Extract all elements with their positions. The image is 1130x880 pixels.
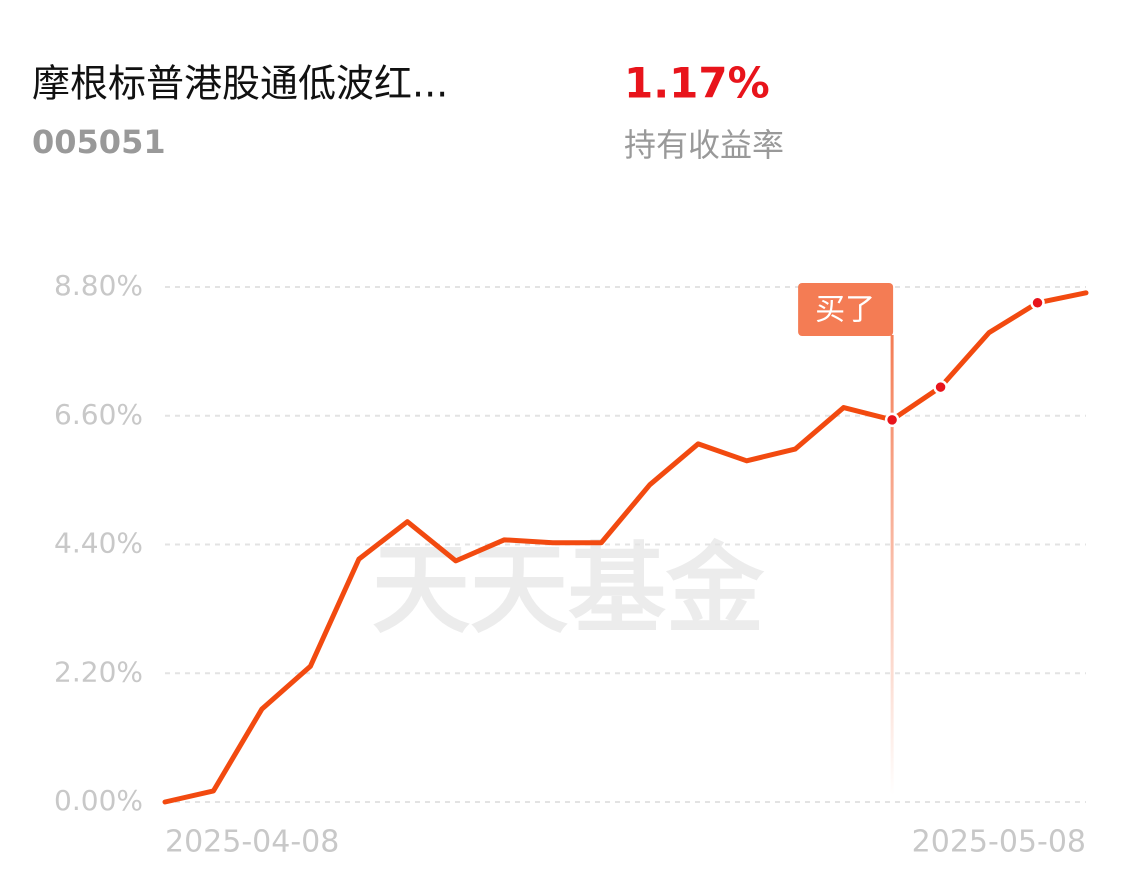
watermark: 天天基金 [372,533,765,647]
fund-title: 摩根标普港股通低波红... [32,62,448,106]
y-tick-label: 4.40% [54,527,143,560]
x-tick-label: 2025-04-08 [165,825,339,860]
y-tick-label: 2.20% [54,655,143,688]
marker-dot [884,412,900,428]
y-tick-label: 6.60% [54,398,143,431]
return-value: 1.17% [624,59,770,108]
fund-code: 005051 [32,123,166,161]
buy-line [890,335,894,795]
buy-flag [798,283,894,336]
y-tick-label: 8.80% [54,269,143,302]
buy-label: 买了 [815,293,875,328]
y-tick-label: 0.00% [54,784,143,817]
line-series [162,290,1089,805]
marker-dot [1030,295,1045,311]
marker-dot [933,379,948,395]
chart: 天天基金 0.00% 2.20% 4.40% 6.60% 8.80% 2025-04-08 2… [54,269,1089,860]
x-tick-label: 2025-05-08 [912,825,1086,860]
return-label: 持有收益率 [624,126,784,164]
